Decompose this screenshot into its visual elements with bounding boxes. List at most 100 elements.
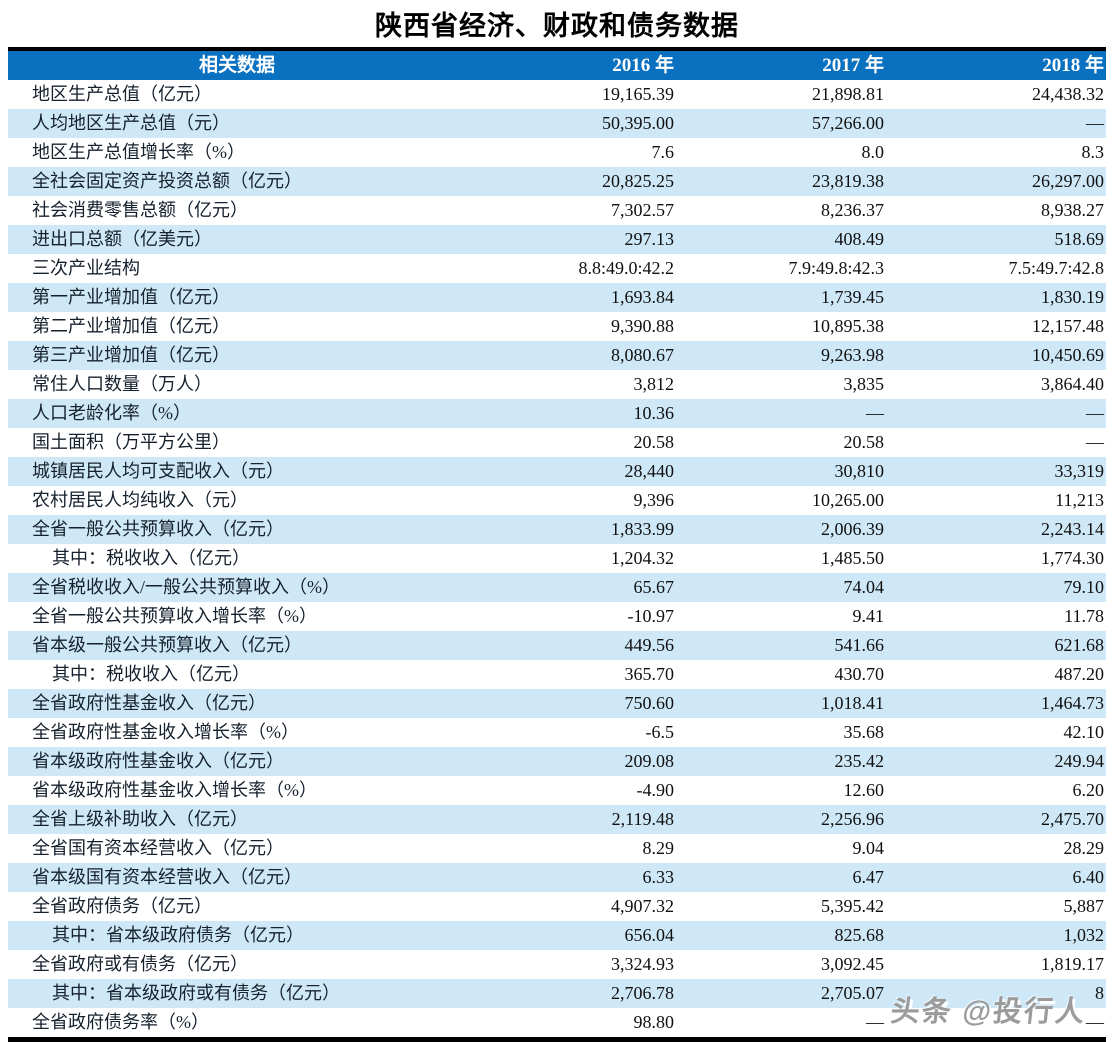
cell-2016: 8.29 — [642, 838, 675, 858]
cell-2018: 487.20 — [1054, 664, 1105, 684]
cell-2016: 2,119.48 — [611, 809, 674, 829]
table-row: 其中：税收收入（亿元） 1,204.32 1,485.50 1,774.30 — [8, 544, 1106, 573]
row-label: 全省国有资本经营收入（亿元） — [32, 838, 284, 858]
cell-2016: 9,396 — [633, 490, 675, 510]
cell-2016: 449.56 — [624, 635, 675, 655]
cell-2018: 79.10 — [1063, 577, 1105, 597]
cell-2018: 249.94 — [1054, 751, 1105, 771]
cell-2017: 5,395.42 — [821, 896, 884, 916]
cell-2018: 7.5:49.7:42.8 — [1008, 258, 1104, 278]
table-row: 人口老龄化率（%） 10.36 — — — [8, 399, 1106, 428]
table-row: 人均地区生产总值（元） 50,395.00 57,266.00 — — [8, 109, 1106, 138]
cell-2018: 1,830.19 — [1041, 287, 1104, 307]
cell-2017: 21,898.81 — [812, 84, 884, 104]
cell-2016: 365.70 — [624, 664, 675, 684]
row-label: 全省上级补助收入（亿元） — [32, 809, 248, 829]
row-label: 其中：省本级政府或有债务（亿元） — [52, 983, 340, 1003]
table-row: 第二产业增加值（亿元） 9,390.88 10,895.38 12,157.48 — [8, 312, 1106, 341]
row-label: 第三产业增加值（亿元） — [32, 345, 230, 365]
row-label: 地区生产总值（亿元） — [32, 84, 212, 104]
cell-2018: — — [1086, 1012, 1104, 1032]
cell-2018: 6.40 — [1072, 867, 1105, 887]
cell-2017: 10,265.00 — [812, 490, 884, 510]
cell-2016: 65.67 — [633, 577, 675, 597]
table-row: 常住人口数量（万人） 3,812 3,835 3,864.40 — [8, 370, 1106, 399]
cell-2017: 23,819.38 — [812, 171, 884, 191]
table-row: 全社会固定资产投资总额（亿元） 20,825.25 23,819.38 26,297.… — [8, 167, 1106, 196]
cell-2018: 28.29 — [1063, 838, 1105, 858]
row-label: 其中：省本级政府债务（亿元） — [52, 925, 304, 945]
cell-2017: 408.49 — [834, 229, 885, 249]
cell-2018: 518.69 — [1054, 229, 1105, 249]
row-label: 农村居民人均纯收入（元） — [32, 490, 248, 510]
cell-2016: 8,080.67 — [611, 345, 674, 365]
cell-2018: 1,464.73 — [1041, 693, 1104, 713]
table-row: 全省政府或有债务（亿元） 3,324.93 3,092.45 1,819.17 — [8, 950, 1106, 979]
cell-2016: 10.36 — [633, 403, 675, 423]
row-label: 社会消费零售总额（亿元） — [32, 200, 248, 220]
cell-2017: 2,006.39 — [821, 519, 884, 539]
table-row: 国土面积（万平方公里） 20.58 20.58 — — [8, 428, 1106, 457]
cell-2017: 825.68 — [834, 925, 885, 945]
table-row: 其中：税收收入（亿元） 365.70 430.70 487.20 — [8, 660, 1106, 689]
row-label: 常住人口数量（万人） — [32, 374, 212, 394]
row-label: 全省税收收入/一般公共预算收入（%） — [32, 577, 340, 597]
column-header-2016: 2016 年 — [466, 51, 676, 80]
row-label: 省本级政府性基金收入（亿元） — [32, 751, 284, 771]
row-label: 全省政府性基金收入（亿元） — [32, 693, 266, 713]
cell-2016: 3,324.93 — [611, 954, 674, 974]
cell-2016: 1,204.32 — [611, 548, 674, 568]
cell-2018: 1,774.30 — [1041, 548, 1104, 568]
cell-2017: 74.04 — [843, 577, 885, 597]
economic-data-table: 相关数据 2016 年 2017 年 2018 年 地区生产总值（亿元） 19,1… — [8, 51, 1106, 1037]
row-label: 人口老龄化率（%） — [32, 403, 191, 423]
table-row: 全省税收收入/一般公共预算收入（%） 65.67 74.04 79.10 — [8, 573, 1106, 602]
cell-2016: 19,165.39 — [602, 84, 674, 104]
cell-2017: 12.60 — [843, 780, 885, 800]
table-row: 全省政府债务率（%） 98.80 — — — [8, 1008, 1106, 1037]
cell-2016: 750.60 — [624, 693, 675, 713]
cell-2016: 8.8:49.0:42.2 — [578, 258, 674, 278]
cell-2018: 24,438.32 — [1032, 84, 1104, 104]
data-table-container: 相关数据 2016 年 2017 年 2018 年 地区生产总值（亿元） 19,1… — [8, 47, 1106, 1042]
cell-2017: 10,895.38 — [812, 316, 884, 336]
row-label: 第二产业增加值（亿元） — [32, 316, 230, 336]
column-header-metric: 相关数据 — [8, 51, 466, 80]
cell-2017: 9,263.98 — [821, 345, 884, 365]
cell-2016: 7.6 — [651, 142, 675, 162]
cell-2016: 50,395.00 — [602, 113, 674, 133]
cell-2017: 3,835 — [843, 374, 885, 394]
table-row: 城镇居民人均可支配收入（元） 28,440 30,810 33,319 — [8, 457, 1106, 486]
row-label: 全省政府债务（亿元） — [32, 896, 212, 916]
cell-2016: 1,693.84 — [611, 287, 674, 307]
row-label: 其中：税收收入（亿元） — [52, 548, 250, 568]
cell-2017: 235.42 — [834, 751, 885, 771]
cell-2018: 8 — [1095, 983, 1104, 1003]
table-row: 社会消费零售总额（亿元） 7,302.57 8,236.37 8,938.27 — [8, 196, 1106, 225]
table-row: 全省政府性基金收入（亿元） 750.60 1,018.41 1,464.73 — [8, 689, 1106, 718]
cell-2018: 2,243.14 — [1041, 519, 1104, 539]
cell-2016: -6.5 — [645, 722, 675, 742]
column-header-2017: 2017 年 — [676, 51, 886, 80]
row-label: 省本级国有资本经营收入（亿元） — [32, 867, 302, 887]
cell-2017: 20.58 — [843, 432, 885, 452]
cell-2017: 30,810 — [834, 461, 885, 481]
row-label: 全社会固定资产投资总额（亿元） — [32, 171, 302, 191]
cell-2017: 1,485.50 — [821, 548, 884, 568]
cell-2017: — — [866, 1012, 884, 1032]
cell-2018: — — [1086, 432, 1104, 452]
table-row: 其中：省本级政府或有债务（亿元） 2,706.78 2,705.07 8 — [8, 979, 1106, 1008]
table-row: 省本级一般公共预算收入（亿元） 449.56 541.66 621.68 — [8, 631, 1106, 660]
cell-2018: 12,157.48 — [1032, 316, 1104, 336]
table-row: 全省一般公共预算收入增长率（%） -10.97 9.41 11.78 — [8, 602, 1106, 631]
row-label: 省本级一般公共预算收入（亿元） — [32, 635, 302, 655]
cell-2018: 42.10 — [1063, 722, 1105, 742]
row-label: 全省一般公共预算收入（亿元） — [32, 519, 284, 539]
cell-2018: 8,938.27 — [1041, 200, 1104, 220]
table-body: 地区生产总值（亿元） 19,165.39 21,898.81 24,438.32 人均地… — [8, 80, 1106, 1037]
cell-2017: — — [866, 403, 884, 423]
cell-2016: -4.90 — [636, 780, 675, 800]
row-label: 全省政府或有债务（亿元） — [32, 954, 248, 974]
cell-2017: 7.9:49.8:42.3 — [788, 258, 884, 278]
cell-2017: 1,739.45 — [821, 287, 884, 307]
